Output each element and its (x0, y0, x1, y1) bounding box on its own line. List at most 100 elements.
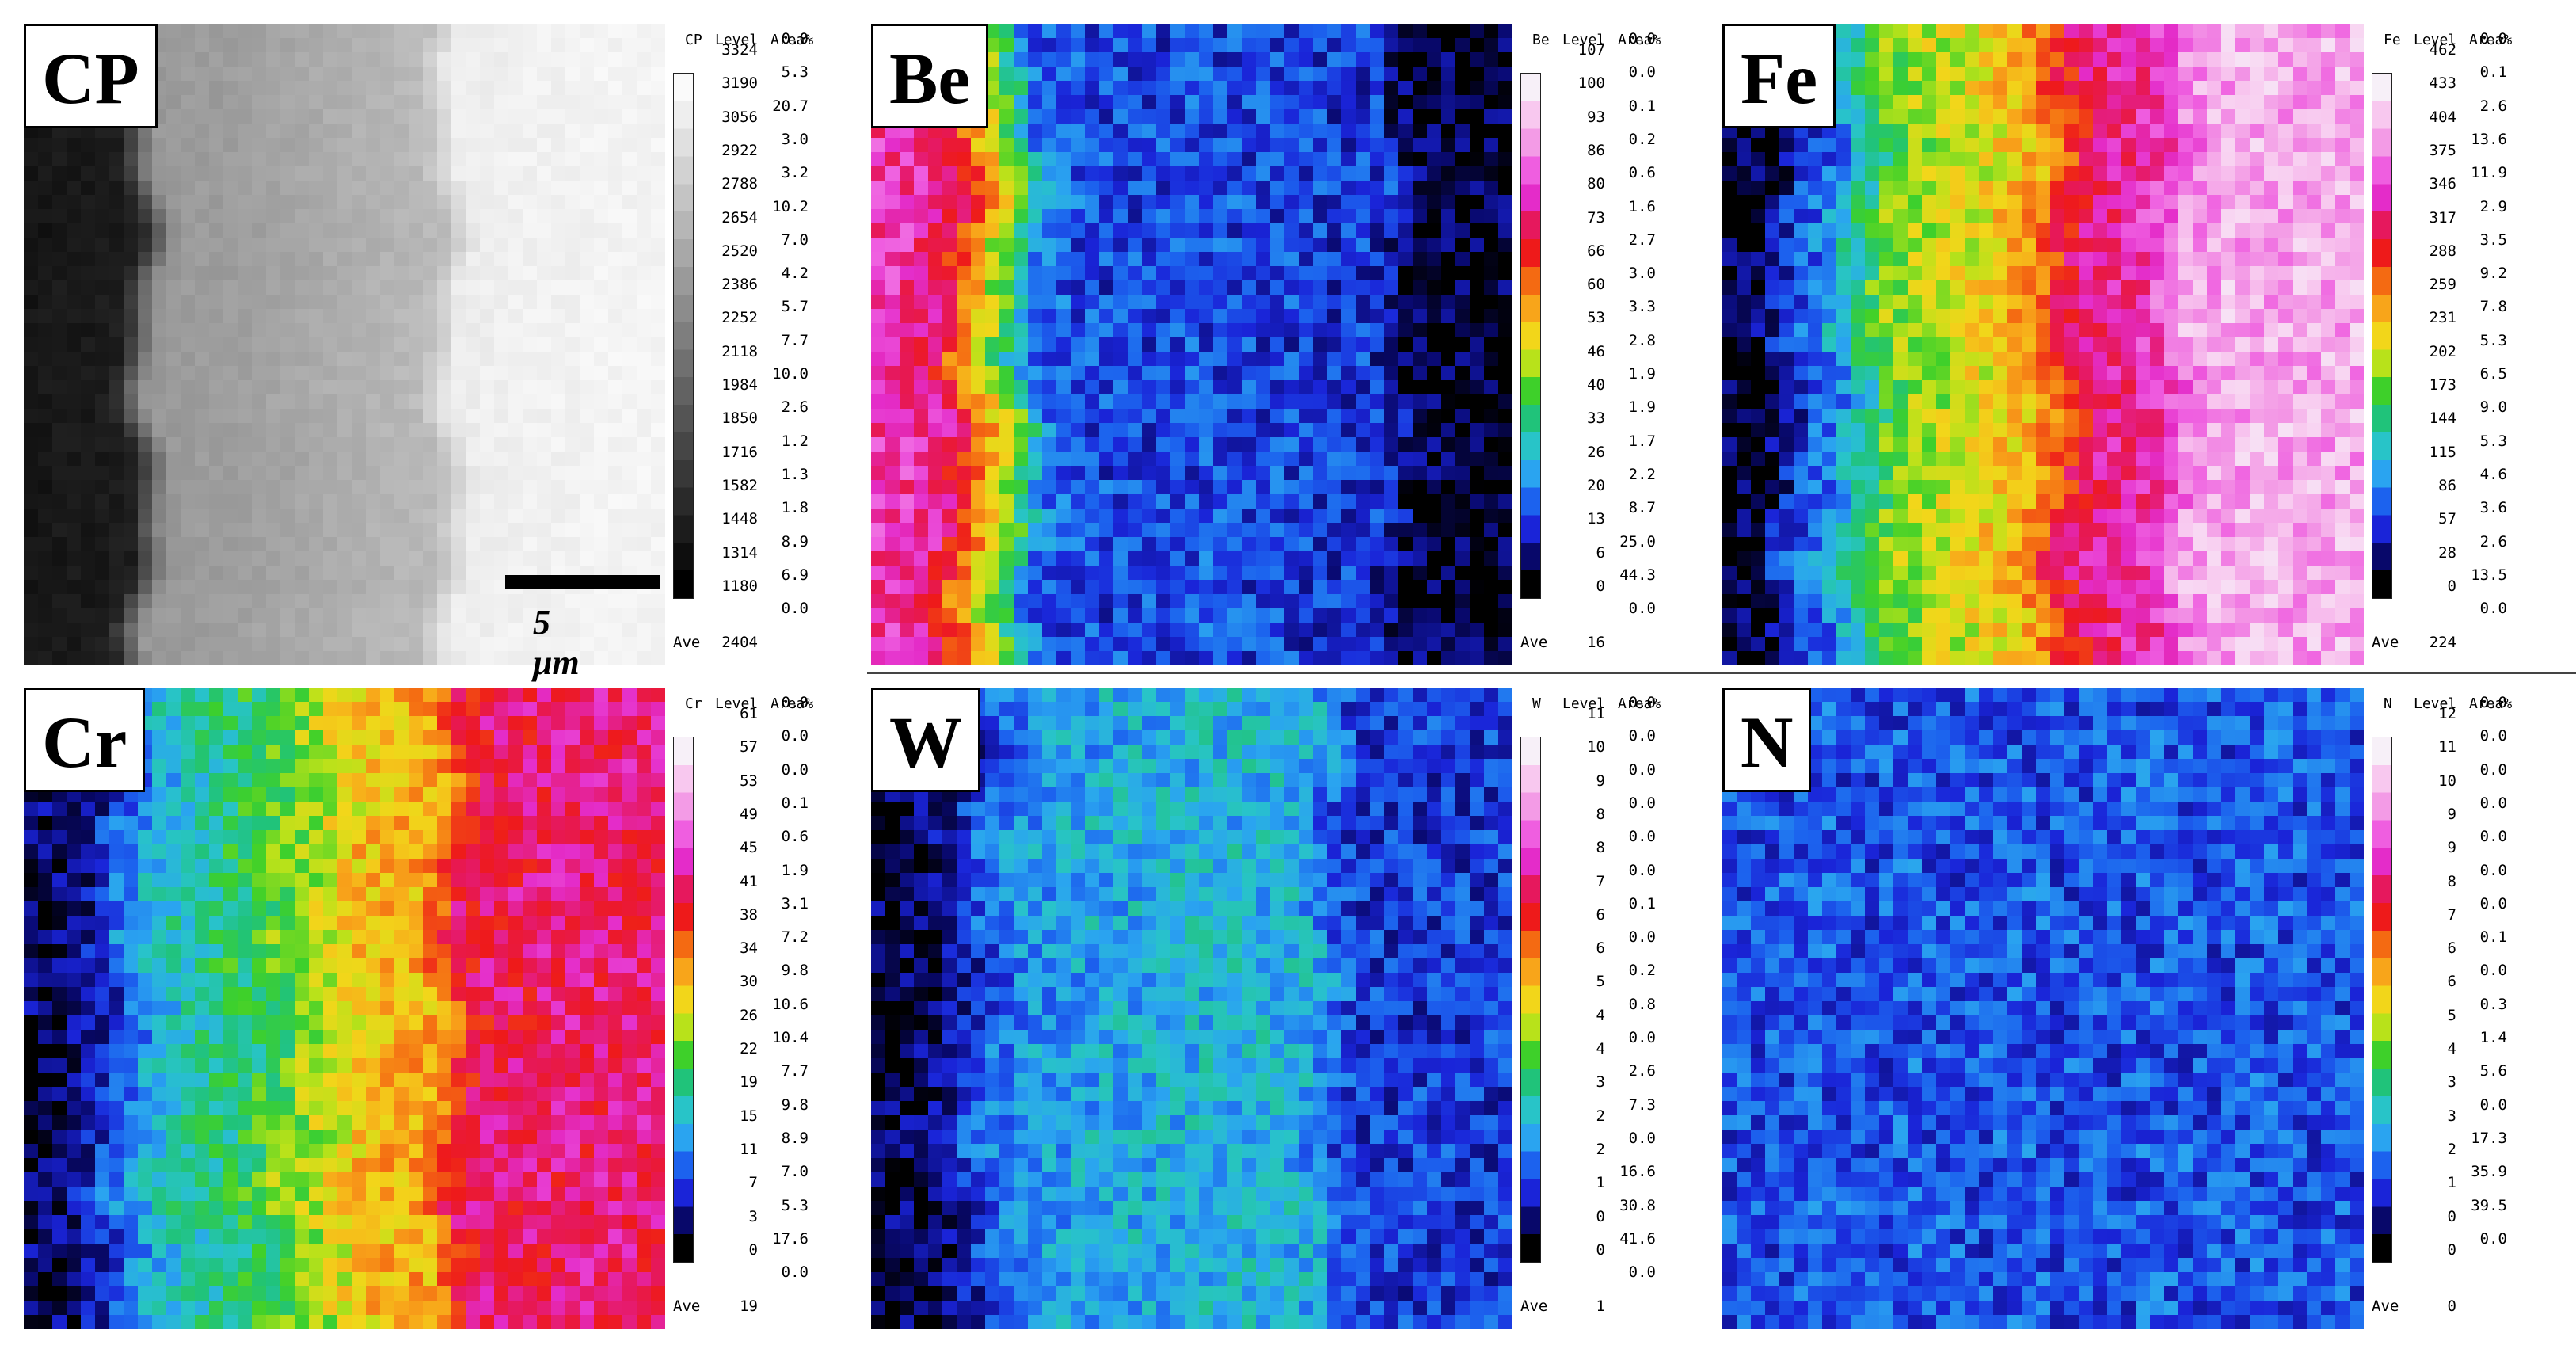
legend-level-header: Level (1562, 32, 1606, 48)
legend-area-value: 2.2 (1628, 465, 1656, 483)
legend-area-value: 0.0 (2479, 1229, 2507, 1248)
legend-level-value: 1180 (721, 577, 758, 595)
legend-area-value: 2.8 (1628, 331, 1656, 349)
legend-area-value: 17.6 (772, 1229, 809, 1248)
legend-level-value: 231 (2429, 309, 2456, 327)
legend-area-value: 13.6 (2471, 130, 2507, 148)
legend-ave-value: 1 (1596, 1297, 1605, 1315)
legend-area-value: 4.6 (2479, 465, 2507, 483)
legend-level-value: 33 (1587, 410, 1605, 428)
legend-area-value: 0.0 (2479, 1095, 2507, 1114)
legend-area-value: 0.1 (781, 794, 809, 812)
legend-area-header: Area% (771, 32, 814, 48)
legend-area-value: 3.3 (1628, 298, 1656, 316)
legend-level-value: 11 (2438, 738, 2456, 756)
legend-color-bar (2372, 73, 2392, 599)
legend-level-value: 49 (740, 805, 758, 823)
legend-level-value: 61 (740, 705, 758, 722)
legend-color-bar (1520, 737, 1541, 1263)
legend-area-value: 0.2 (1628, 130, 1656, 148)
legend-level-value: 2 (2447, 1140, 2456, 1158)
legend-level-value: 6 (1596, 939, 1605, 958)
legend-level-value: 57 (2438, 510, 2456, 528)
legend-color-bar (2372, 737, 2392, 1263)
legend-area-value: 0.0 (1628, 727, 1656, 745)
scale-bar-label: 5 μm (533, 603, 580, 682)
legend-level-value: 1582 (721, 476, 758, 494)
legend-area-value: 1.3 (781, 465, 809, 483)
legend-area-value: 44.3 (1619, 566, 1656, 584)
legend-area-value: 0.0 (781, 1263, 809, 1282)
legend-level-value: 0 (1596, 1207, 1605, 1225)
legend-area-header: Area% (771, 695, 814, 712)
row-divider (867, 672, 2576, 674)
cp-panel-label: CP (24, 24, 158, 128)
legend-area-value: 0.0 (1628, 600, 1656, 618)
legend-level-value: 259 (2429, 276, 2456, 294)
legend-area-value: 0.0 (1628, 1263, 1656, 1282)
legend-level-header: Level (715, 32, 759, 48)
legend-area-value: 0.1 (2479, 63, 2507, 82)
legend-level-value: 115 (2429, 443, 2456, 461)
legend-level-value: 53 (1587, 309, 1605, 327)
legend-area-value: 13.5 (2471, 566, 2507, 584)
legend-level-value: 0 (1596, 1240, 1605, 1259)
legend-level-value: 144 (2429, 410, 2456, 428)
legend-area-value: 35.9 (2471, 1163, 2507, 1181)
legend-area-value: 5.6 (2479, 1062, 2507, 1080)
legend-area-value: 7.7 (781, 331, 809, 349)
legend-level-value: 11 (1587, 705, 1605, 722)
legend-level-value: 26 (1587, 443, 1605, 461)
legend-area-value: 3.0 (781, 130, 809, 148)
legend-level-value: 1314 (721, 543, 758, 562)
legend-color-bar (1520, 73, 1541, 599)
legend-area-value: 3.1 (781, 894, 809, 913)
legend-area-value: 5.3 (2479, 331, 2507, 349)
legend-level-value: 6 (2447, 939, 2456, 958)
legend-level-value: 1 (1596, 1174, 1605, 1192)
legend-ave-value: 2404 (721, 634, 758, 651)
legend-level-value: 11 (740, 1140, 758, 1158)
legend-level-value: 80 (1587, 175, 1605, 193)
legend-level-value: 2 (1596, 1107, 1605, 1125)
n-panel-label: N (1722, 688, 1812, 792)
legend-area-value: 9.8 (781, 1095, 809, 1114)
legend-level-value: 9 (2447, 805, 2456, 823)
legend-ave-value: 224 (2429, 634, 2456, 651)
legend-area-value: 3.2 (781, 164, 809, 182)
legend-level-value: 288 (2429, 242, 2456, 260)
legend-area-value: 8.7 (1628, 499, 1656, 517)
scale-bar (505, 575, 660, 589)
legend-level-value: 8 (1596, 839, 1605, 857)
legend-ave-label: Ave (673, 1297, 701, 1315)
legend-level-value: 15 (740, 1107, 758, 1125)
legend-level-value: 66 (1587, 242, 1605, 260)
legend-symbol: CP (685, 32, 702, 48)
legend-level-value: 1448 (721, 510, 758, 528)
legend-ave-label: Ave (1520, 1297, 1548, 1315)
legend-area-value: 10.2 (772, 197, 809, 215)
legend-area-value: 7.0 (781, 231, 809, 249)
legend-area-value: 0.0 (781, 30, 809, 48)
n-legend: N Level Area% 12 11 10 9 9 8 7 6 6 5 4 3 3 2 1 0 0 0.0 0.0 0.0… (2368, 688, 2550, 1329)
legend-level-value: 2252 (721, 309, 758, 327)
legend-level-value: 317 (2429, 208, 2456, 227)
legend-level-value: 173 (2429, 376, 2456, 394)
legend-level-value: 433 (2429, 74, 2456, 93)
legend-area-value: 2.6 (781, 398, 809, 417)
legend-level-value: 404 (2429, 108, 2456, 126)
legend-level-value: 1850 (721, 410, 758, 428)
legend-level-value: 22 (740, 1040, 758, 1057)
legend-level-value: 3056 (721, 108, 758, 126)
legend-level-value: 2922 (721, 141, 758, 159)
legend-area-value: 0.8 (1628, 995, 1656, 1013)
legend-area-value: 2.6 (2479, 97, 2507, 115)
legend-area-value: 1.8 (781, 499, 809, 517)
legend-ave-value: 16 (1587, 634, 1605, 651)
legend-area-value: 0.1 (2479, 928, 2507, 947)
legend-level-value: 86 (1587, 141, 1605, 159)
legend-level-value: 93 (1587, 108, 1605, 126)
legend-area-header: Area% (1618, 32, 1661, 48)
legend-area-value: 20.7 (772, 97, 809, 115)
legend-level-value: 34 (740, 939, 758, 958)
